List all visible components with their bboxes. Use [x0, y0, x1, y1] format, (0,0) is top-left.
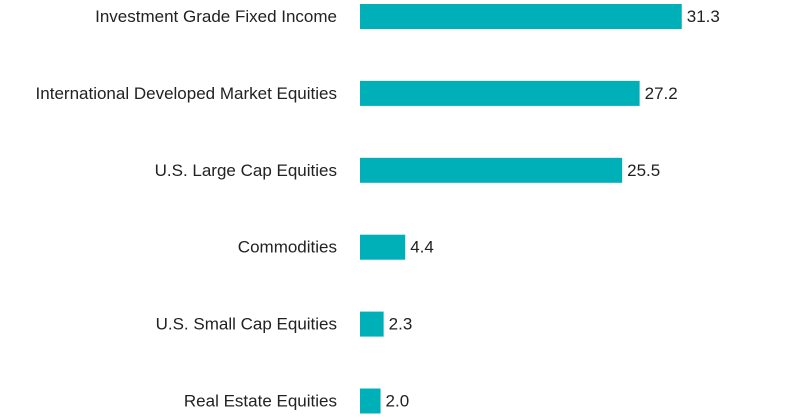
bar	[360, 80, 640, 106]
category-label: International Developed Market Equities	[36, 84, 337, 103]
value-label: 2.0	[386, 392, 410, 411]
value-label: 4.4	[410, 238, 434, 257]
bar	[360, 234, 406, 260]
value-label: 27.2	[645, 84, 678, 103]
bar	[360, 157, 623, 183]
bar	[360, 4, 682, 29]
value-label: 25.5	[627, 161, 660, 180]
value-label: 31.3	[687, 7, 720, 26]
bar	[360, 388, 381, 414]
category-label: Real Estate Equities	[184, 392, 337, 411]
category-label: U.S. Large Cap Equities	[155, 161, 337, 180]
category-label: Investment Grade Fixed Income	[95, 7, 337, 26]
bars-group: Investment Grade Fixed Income 31.3 Interna…	[36, 4, 720, 414]
value-label: 2.3	[389, 315, 413, 334]
category-label: Commodities	[238, 238, 337, 257]
bar	[360, 311, 384, 337]
category-label: U.S. Small Cap Equities	[156, 315, 337, 334]
